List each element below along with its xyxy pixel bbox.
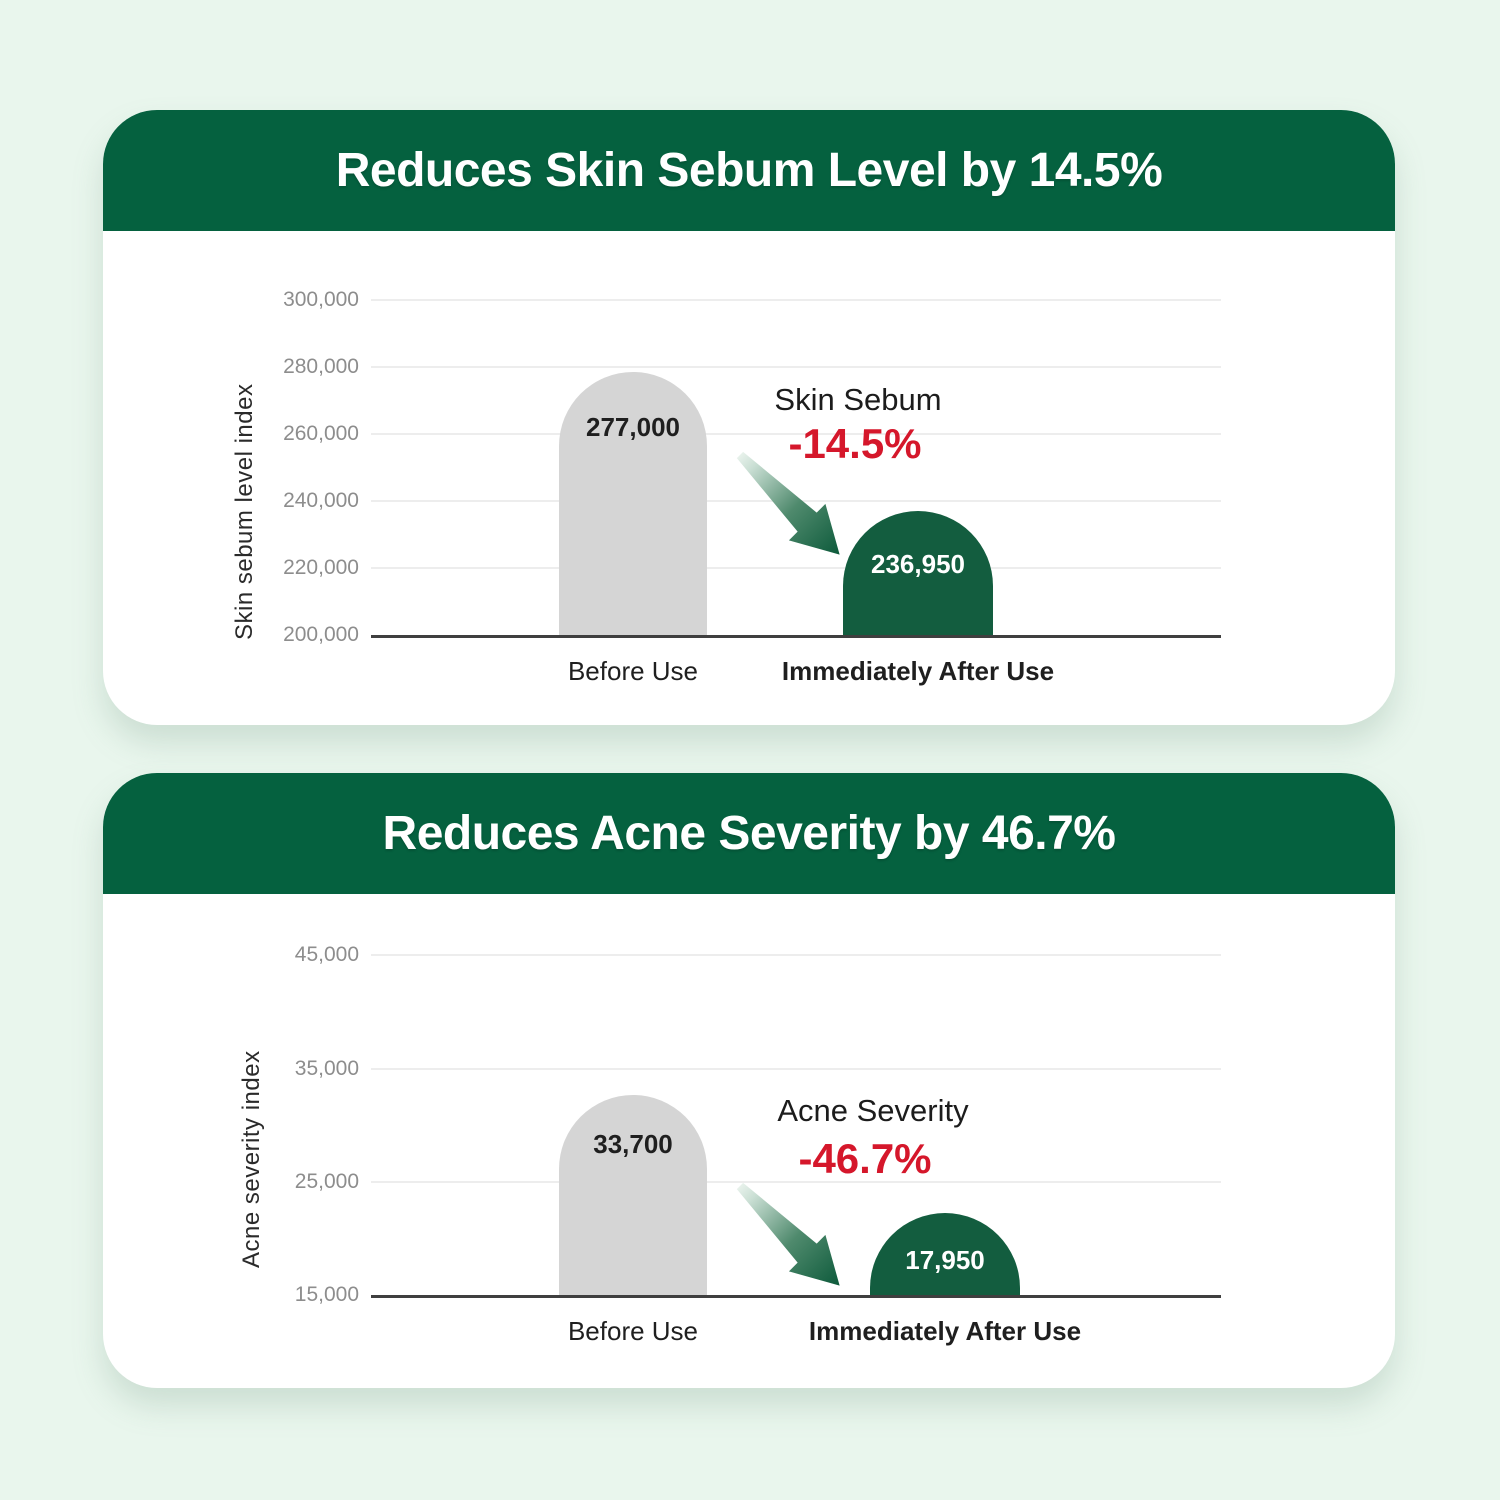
annotation-label: Skin Sebum [774, 382, 942, 417]
after-use-bar: 236,950 [843, 511, 993, 635]
before-use-label: Before Use [567, 656, 699, 686]
y-tick-label: 280,000 [283, 355, 359, 378]
sebum-y-axis-title: Skin sebum level index [231, 383, 258, 640]
y-tick-label: 45,000 [294, 943, 359, 966]
x-axis-line [371, 1295, 1221, 1298]
annotation-label: Acne Severity [777, 1093, 969, 1128]
acne-card-header: Reduces Acne Severity by 46.7% [103, 773, 1395, 894]
gridline [371, 567, 1221, 569]
decrease-arrow-icon [736, 451, 840, 555]
gridline [371, 1181, 1221, 1183]
sebum-card-title: Reduces Skin Sebum Level by 14.5% [335, 144, 1163, 197]
gridline [371, 954, 1221, 956]
y-tick-label: 25,000 [294, 1170, 359, 1193]
after-use-label: Immediately After Use [808, 1316, 1082, 1346]
after-use-bar: 17,950 [870, 1213, 1020, 1295]
decrease-arrow-icon [736, 1182, 840, 1286]
gridline [371, 299, 1221, 301]
before-use-bar: 33,700 [559, 1095, 707, 1295]
y-tick-label: 220,000 [283, 556, 359, 579]
y-tick-label: 240,000 [283, 489, 359, 512]
y-tick-label: 15,000 [294, 1283, 359, 1306]
after-use-label: Immediately After Use [781, 656, 1055, 686]
y-tick-label: 200,000 [283, 623, 359, 646]
sebum-chart-card: Reduces Skin Sebum Level by 14.5% Skin s… [103, 110, 1395, 725]
y-tick-label: 35,000 [294, 1057, 359, 1080]
acne-card-title: Reduces Acne Severity by 46.7% [382, 807, 1116, 860]
gridline [371, 433, 1221, 435]
y-tick-label: 260,000 [283, 422, 359, 445]
gridline [371, 1068, 1221, 1070]
gridline [371, 366, 1221, 368]
annotation-percent: -46.7% [798, 1135, 932, 1182]
before-use-value: 33,700 [593, 1129, 673, 1159]
x-axis-line [371, 635, 1221, 638]
before-use-label: Before Use [567, 1316, 699, 1346]
y-tick-label: 300,000 [283, 288, 359, 311]
after-use-value: 236,950 [871, 549, 965, 579]
annotation-percent: -14.5% [788, 420, 922, 467]
before-use-value: 277,000 [586, 412, 680, 442]
acne-chart-card: Reduces Acne Severity by 46.7% Acne seve… [103, 773, 1395, 1388]
before-use-bar: 277,000 [559, 372, 707, 635]
acne-y-axis-title: Acne severity index [238, 1050, 265, 1268]
after-use-value: 17,950 [905, 1245, 985, 1275]
sebum-card-header: Reduces Skin Sebum Level by 14.5% [103, 110, 1395, 231]
